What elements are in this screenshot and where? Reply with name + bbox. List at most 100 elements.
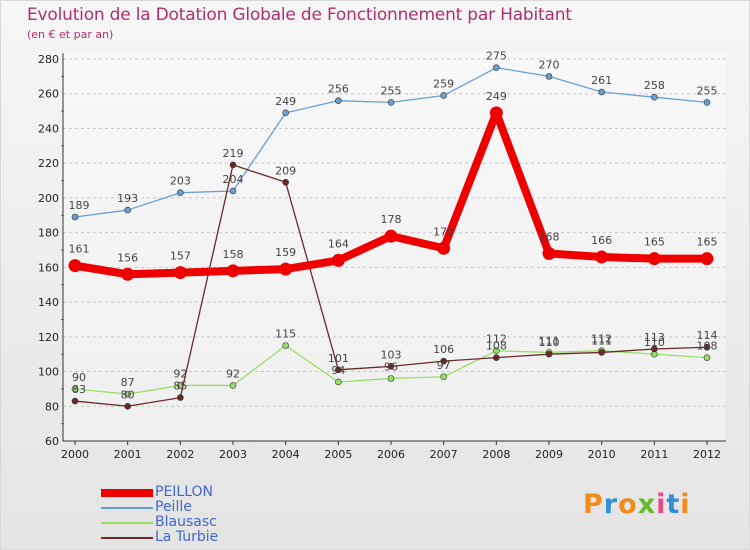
data-label-blausasc: 96 bbox=[384, 360, 398, 373]
data-label-peille: 203 bbox=[170, 175, 191, 188]
data-point-la-turbie bbox=[124, 402, 131, 410]
data-label-la-turbie: 83 bbox=[72, 383, 86, 396]
data-label-blausasc: 115 bbox=[275, 328, 296, 341]
data-point-peillon bbox=[384, 229, 398, 243]
data-label-la-turbie: 110 bbox=[539, 336, 560, 349]
x-tick-label: 2002 bbox=[166, 448, 194, 461]
y-tick-label: 160 bbox=[38, 261, 59, 274]
data-point-la-turbie bbox=[598, 349, 605, 356]
data-point-blausasc bbox=[335, 378, 342, 386]
x-tick-label: 2012 bbox=[693, 448, 721, 461]
plot-area bbox=[63, 53, 726, 441]
chart-subtitle: (en € et par an) bbox=[27, 28, 114, 41]
data-label-peille: 204 bbox=[223, 173, 244, 186]
x-tick-label: 2005 bbox=[324, 448, 352, 461]
data-label-peille: 261 bbox=[591, 74, 612, 87]
logo-letter: i bbox=[680, 489, 691, 520]
data-label-blausasc: 90 bbox=[72, 371, 86, 384]
data-label-la-turbie: 85 bbox=[173, 380, 187, 393]
data-label-peille: 255 bbox=[381, 84, 402, 97]
data-label-blausasc: 111 bbox=[539, 334, 560, 347]
data-point-blausasc bbox=[703, 354, 711, 361]
data-point-peillon bbox=[542, 246, 556, 260]
data-point-peille bbox=[177, 189, 184, 196]
data-point-la-turbie bbox=[177, 394, 184, 401]
data-point-peillon bbox=[437, 241, 451, 255]
data-point-blausasc bbox=[229, 382, 237, 389]
data-label-blausasc: 92 bbox=[226, 367, 240, 380]
data-point-peille bbox=[651, 93, 658, 101]
y-tick-label: 240 bbox=[38, 122, 59, 135]
data-label-peillon: 178 bbox=[381, 213, 402, 226]
y-tick-label: 200 bbox=[38, 192, 59, 205]
data-label-peille: 256 bbox=[328, 83, 349, 96]
data-point-la-turbie bbox=[493, 354, 500, 361]
data-label-peille: 270 bbox=[539, 58, 560, 71]
x-tick-label: 2003 bbox=[219, 448, 247, 461]
data-label-blausasc: 110 bbox=[644, 336, 665, 349]
data-label-peillon: 168 bbox=[539, 230, 560, 243]
data-point-la-turbie bbox=[229, 161, 237, 169]
data-label-la-turbie: 101 bbox=[328, 352, 349, 365]
y-tick-label: 100 bbox=[38, 366, 59, 379]
data-point-la-turbie bbox=[387, 363, 395, 370]
data-point-la-turbie bbox=[282, 178, 289, 186]
series-layer bbox=[68, 64, 714, 410]
data-label-peillon: 156 bbox=[117, 251, 138, 264]
data-point-peillon bbox=[700, 252, 714, 266]
legend: PEILLON Peille Blausasc La Turbie bbox=[101, 485, 321, 545]
data-point-peillon bbox=[279, 262, 293, 276]
data-label-peillon: 164 bbox=[328, 237, 349, 250]
data-label-peille: 255 bbox=[697, 84, 718, 97]
data-point-la-turbie bbox=[71, 397, 79, 405]
legend-swatch-peille bbox=[101, 507, 153, 509]
series-la-turbie bbox=[71, 161, 711, 410]
label-layer: 161 156 157 158 159 164 178 171 249 168 166 165 165 1… bbox=[69, 50, 718, 402]
data-point-peillon bbox=[173, 266, 187, 280]
data-point-peille bbox=[335, 97, 342, 104]
data-label-peillon: 249 bbox=[486, 90, 507, 103]
x-tick-label: 2008 bbox=[482, 448, 510, 461]
data-point-peille bbox=[598, 88, 605, 96]
data-label-peille: 259 bbox=[433, 77, 454, 90]
data-point-blausasc bbox=[440, 373, 447, 381]
x-tick-label: 2001 bbox=[114, 448, 142, 461]
data-point-peillon bbox=[489, 106, 503, 120]
data-point-peille bbox=[229, 187, 237, 195]
logo-letter: o bbox=[618, 489, 638, 520]
data-label-la-turbie: 103 bbox=[381, 348, 402, 361]
data-label-la-turbie: 108 bbox=[486, 340, 507, 353]
logo-letter: t bbox=[666, 489, 681, 520]
logo-letter: P bbox=[583, 489, 604, 520]
data-point-peille bbox=[282, 109, 289, 117]
x-tick-label: 2007 bbox=[430, 448, 458, 461]
data-point-peillon bbox=[68, 259, 82, 273]
data-label-peillon: 157 bbox=[170, 250, 191, 263]
data-point-peille bbox=[124, 206, 131, 214]
grid-layer bbox=[63, 53, 726, 442]
data-point-blausasc bbox=[282, 342, 289, 349]
x-tick-label: 2009 bbox=[535, 448, 563, 461]
legend-item-blausasc: Blausasc bbox=[101, 515, 321, 530]
axis-layer: 60 80 100 120 140 160 180 200 220 240 260 280 2000 20… bbox=[38, 53, 726, 461]
data-point-peille bbox=[440, 92, 447, 99]
legend-label-la-turbie: La Turbie bbox=[155, 529, 219, 545]
legend-label-peillon: PEILLON bbox=[155, 484, 214, 500]
data-label-peillon: 165 bbox=[644, 236, 665, 249]
y-tick-label: 140 bbox=[38, 296, 59, 309]
series-peille bbox=[71, 64, 711, 221]
data-point-peille bbox=[545, 73, 553, 80]
data-label-la-turbie: 219 bbox=[223, 147, 244, 160]
data-label-peille: 258 bbox=[644, 79, 665, 92]
y-tick-label: 280 bbox=[38, 53, 59, 66]
data-label-blausasc: 87 bbox=[121, 376, 135, 389]
data-point-la-turbie bbox=[335, 366, 342, 374]
data-label-peillon: 158 bbox=[223, 248, 244, 261]
logo-letter: x bbox=[637, 489, 657, 520]
data-label-la-turbie: 209 bbox=[275, 164, 296, 177]
data-label-la-turbie: 114 bbox=[697, 329, 718, 342]
data-point-la-turbie bbox=[440, 357, 447, 365]
x-tick-label: 2004 bbox=[272, 448, 300, 461]
data-label-peille: 275 bbox=[486, 50, 507, 63]
